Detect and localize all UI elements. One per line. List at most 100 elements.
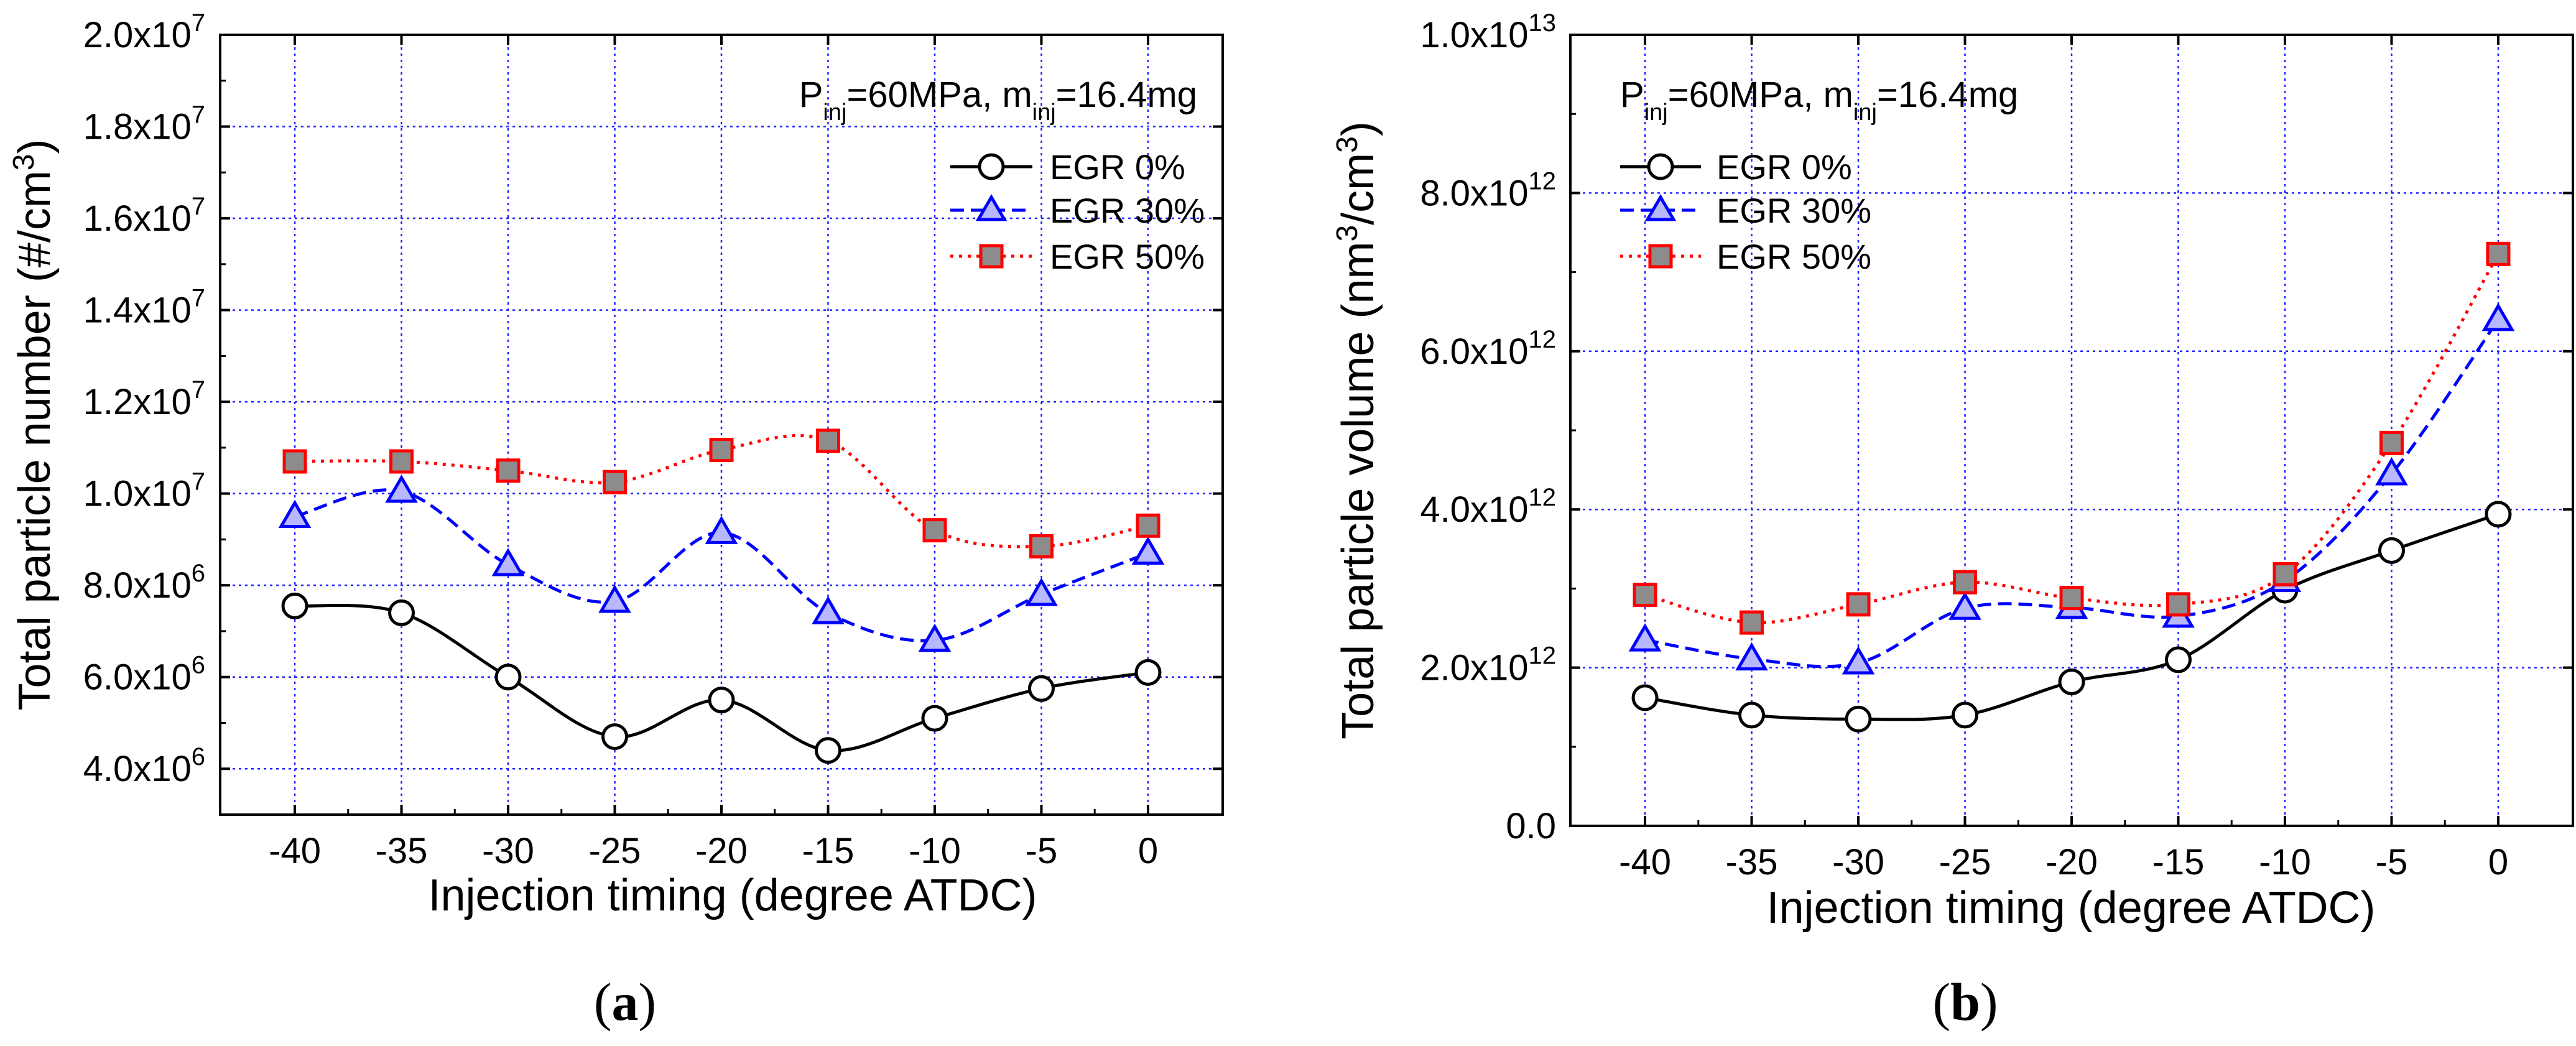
y-tick-label: 8.0x1012 (1420, 167, 1556, 213)
data-point (2481, 302, 2515, 331)
legend-entry-egr-0: EGR 0% (950, 147, 1185, 187)
legend-marker-egr-30 (975, 194, 1008, 221)
data-point (1738, 701, 1766, 729)
series-egr-50 (1633, 241, 2511, 635)
x-tick-label: -15 (802, 831, 855, 871)
data-point (1633, 583, 1657, 608)
x-tick-label: 0 (2488, 842, 2508, 882)
y-tick-label: 4.0x1012 (1420, 484, 1556, 530)
data-point (1740, 610, 1764, 635)
data-point (2379, 430, 2404, 455)
x-tick-label: -5 (2376, 842, 2408, 882)
data-point (1628, 623, 1662, 652)
panel-label-a: (a) (594, 972, 656, 1032)
data-point (922, 518, 947, 543)
series-a (278, 428, 1165, 764)
legend-entry-egr-30: EGR 30% (950, 191, 1205, 230)
legend-label-egr-30: EGR 30% (1717, 191, 1871, 230)
x-tick-label: -25 (1939, 842, 1991, 882)
x-axis-title-b: Injection timing (degree ATDC) (1766, 883, 2375, 933)
data-point (389, 449, 414, 474)
data-point (1953, 570, 1978, 595)
y-tick-label: 1.4x107 (83, 285, 205, 331)
data-point (281, 592, 308, 619)
legend-b: EGR 0% EGR 30% EGR 50% (1620, 147, 1871, 276)
legend-entry-egr-0: EGR 0% (1620, 147, 1852, 187)
data-point (2375, 456, 2408, 486)
data-point (812, 596, 845, 624)
data-point (2378, 537, 2405, 564)
panel-label-b: (b) (1932, 972, 1998, 1032)
data-point (278, 499, 312, 529)
data-point (2059, 586, 2084, 611)
data-point (921, 705, 948, 732)
legend-entry-egr-30: EGR 30% (1620, 191, 1871, 230)
legend-label-egr-50: EGR 50% (1050, 237, 1205, 276)
series-egr-50 (282, 428, 1161, 558)
legend-label-egr-30: EGR 30% (1050, 191, 1205, 230)
data-point (2058, 668, 2085, 695)
y-tick-labels-b: 0.0 2.0x1012 4.0x1012 6.0x1012 8.0x1012 1.0x1… (1420, 9, 1556, 846)
y-tick-label: 1.6x107 (83, 193, 205, 239)
legend-label-egr-0: EGR 0% (1717, 147, 1852, 187)
y-tick-label: 6.0x1012 (1420, 326, 1556, 372)
data-point (1631, 684, 1659, 711)
chart-panel-a: 4.0x106 6.0x106 8.0x106 1.0x107 1.2x107 1.4x1… (7, 9, 1224, 1032)
y-tick-label: 0.0 (1506, 806, 1556, 846)
data-point (603, 470, 628, 494)
y-axis-title-a: Total particle number (#/cm3) (7, 139, 60, 710)
y-tick-label: 2.0x1012 (1420, 642, 1556, 688)
data-point (1131, 536, 1165, 565)
data-point (1136, 513, 1161, 538)
y-tick-label: 6.0x106 (83, 652, 205, 698)
x-tick-labels-b: -40 -35 -30 -25 -20 -15 -10 -5 0 (1619, 842, 2508, 882)
data-point (1952, 701, 1979, 729)
y-tick-label: 8.0x106 (83, 560, 205, 606)
series-egr-0 (281, 592, 1162, 764)
condition-annotation-b: Pinj=60MPa, minj=16.4mg (1620, 75, 2018, 126)
data-point (918, 623, 952, 652)
legend-marker-egr-0 (1647, 153, 1674, 180)
data-point (1027, 675, 1055, 702)
condition-annotation-a: Pinj=60MPa, minj=16.4mg (799, 75, 1197, 126)
data-point (491, 547, 525, 576)
x-tick-label: -25 (589, 831, 641, 871)
x-tick-label: -30 (1832, 842, 1884, 882)
data-point (1948, 591, 1981, 620)
data-point (2486, 241, 2511, 266)
y-tick-label: 4.0x106 (83, 743, 205, 789)
data-point (598, 585, 631, 613)
data-point (1845, 705, 1872, 733)
grid-a (220, 35, 1223, 815)
x-tick-label: -20 (2046, 842, 2098, 882)
legend-marker-egr-50 (979, 244, 1004, 269)
data-point (388, 599, 415, 626)
data-point (1134, 659, 1162, 686)
x-axis-title-a: Injection timing (degree ATDC) (428, 871, 1037, 920)
legend-marker-egr-50 (1648, 244, 1673, 269)
data-point (815, 428, 840, 453)
data-point (1842, 646, 1875, 675)
data-point (494, 664, 522, 691)
x-tick-label: 0 (1138, 831, 1158, 871)
ticks-a (220, 34, 1223, 815)
y-axis-title-b: Total particle volume (nm3/cm3) (1331, 121, 1384, 739)
legend-label-egr-50: EGR 50% (1717, 237, 1871, 276)
x-tick-label: -40 (269, 831, 321, 871)
legend-entry-egr-50: EGR 50% (950, 237, 1205, 276)
y-tick-label: 1.0x1013 (1420, 9, 1556, 55)
series-b (1628, 241, 2515, 733)
x-tick-label: -10 (909, 831, 961, 871)
legend-marker-egr-0 (978, 153, 1005, 180)
series-egr-0 (1631, 501, 2512, 733)
data-point (1735, 642, 1768, 671)
legend-a: EGR 0% EGR 30% EGR 50% (950, 147, 1205, 276)
y-tick-label: 1.8x107 (83, 101, 205, 147)
data-point (814, 737, 841, 764)
data-point (496, 458, 521, 483)
x-tick-label: -35 (376, 831, 428, 871)
data-point (601, 723, 629, 751)
data-point (2164, 646, 2192, 673)
data-point (1025, 577, 1058, 606)
